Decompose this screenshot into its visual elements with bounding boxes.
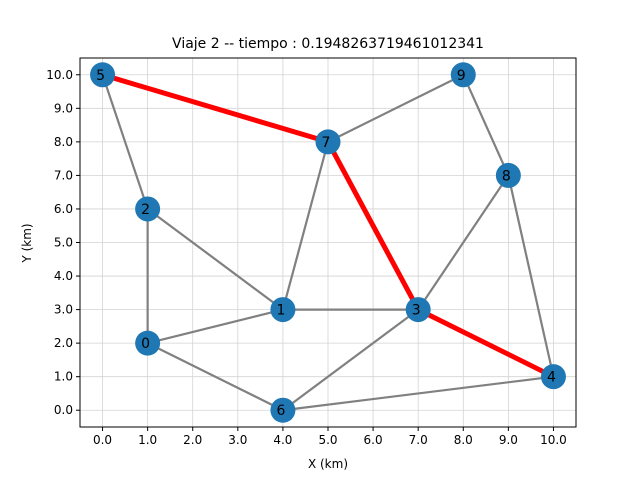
y-ticks: 0.0 1.0 2.0 3.0 4.0 5.0 6.0 7.0 8.0 9.0 10.0 — [46, 68, 80, 417]
node-label-8: 8 — [502, 168, 511, 184]
nodes: 0 1 2 3 4 5 6 7 8 9 — [90, 62, 566, 423]
node-0 — [135, 330, 161, 356]
y-tick-label: 4.0 — [54, 269, 73, 283]
node-6 — [270, 397, 296, 423]
edge-6-3 — [282, 308, 419, 412]
node-label-0: 0 — [141, 336, 150, 352]
node-4 — [540, 364, 566, 390]
edge-2-1 — [146, 208, 284, 311]
node-2 — [135, 196, 161, 222]
x-tick-label: 6.0 — [364, 433, 383, 447]
path-segment-5-7 — [100, 72, 331, 145]
x-tick-label: 8.0 — [454, 433, 473, 447]
node-7 — [315, 129, 341, 155]
y-tick-label: 8.0 — [54, 135, 73, 149]
node-3 — [405, 297, 431, 323]
highlighted-path — [100, 72, 556, 380]
y-tick-label: 3.0 — [54, 303, 73, 317]
node-9 — [450, 62, 476, 88]
x-tick-label: 5.0 — [318, 433, 337, 447]
edge-0-6 — [147, 342, 284, 412]
y-tick-label: 9.0 — [54, 101, 73, 115]
x-tick-label: 10.0 — [540, 433, 567, 447]
y-tick-label: 10.0 — [46, 68, 73, 82]
x-tick-label: 1.0 — [138, 433, 157, 447]
y-axis-label: Y (km) — [20, 223, 34, 263]
edges — [101, 73, 555, 412]
edge-8-4 — [507, 175, 555, 377]
edge-1-7 — [281, 141, 330, 310]
x-axis-label: X (km) — [308, 457, 348, 471]
node-label-7: 7 — [322, 135, 331, 151]
path-segment-7-3 — [325, 139, 421, 313]
y-tick-label: 5.0 — [54, 236, 73, 250]
node-1 — [270, 297, 296, 323]
y-tick-label: 0.0 — [54, 403, 73, 417]
x-tick-label: 7.0 — [409, 433, 428, 447]
x-tick-label: 0.0 — [93, 433, 112, 447]
node-label-3: 3 — [412, 303, 421, 319]
node-label-2: 2 — [141, 202, 150, 218]
x-tick-label: 9.0 — [499, 433, 518, 447]
path-segment-3-4 — [415, 307, 556, 380]
y-tick-label: 7.0 — [54, 168, 73, 182]
node-8 — [495, 162, 521, 188]
x-tick-label: 3.0 — [228, 433, 247, 447]
node-label-9: 9 — [457, 68, 466, 84]
x-ticks: 0.0 1.0 2.0 3.0 4.0 5.0 6.0 7.0 8.0 9.0 10.0 — [93, 427, 567, 447]
y-tick-label: 2.0 — [54, 336, 73, 350]
node-5 — [90, 62, 116, 88]
node-label-5: 5 — [96, 68, 105, 84]
edge-5-2 — [101, 74, 149, 210]
node-label-6: 6 — [276, 403, 285, 419]
grid — [80, 58, 576, 427]
chart-title: Viaje 2 -- tiempo : 0.194826371946101234… — [172, 36, 484, 52]
y-tick-label: 1.0 — [54, 370, 73, 384]
node-label-4: 4 — [547, 370, 556, 386]
edge-6-4 — [282, 375, 554, 412]
edge-9-8 — [462, 74, 510, 176]
edge-0-1 — [147, 308, 284, 345]
y-tick-label: 6.0 — [54, 202, 73, 216]
x-tick-label: 4.0 — [273, 433, 292, 447]
edge-3-8 — [417, 174, 510, 311]
edge-7-9 — [327, 73, 464, 143]
node-label-1: 1 — [276, 303, 285, 319]
x-tick-label: 2.0 — [183, 433, 202, 447]
